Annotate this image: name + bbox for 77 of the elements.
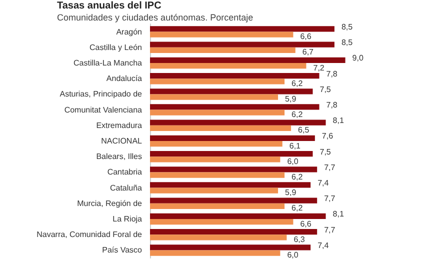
data-label: 8,5 [341, 38, 354, 48]
bar [150, 156, 280, 162]
y-tick-label: Cantabria [107, 168, 143, 177]
data-label: 6,2 [292, 172, 304, 182]
bar [150, 182, 311, 188]
data-label: 7,8 [326, 100, 338, 110]
bar [150, 198, 318, 204]
y-tick-label: Castilla y León [90, 42, 142, 52]
bar [150, 78, 285, 84]
bar [150, 32, 294, 38]
y-tick-label: Extremadura [96, 120, 143, 130]
bar [150, 94, 278, 100]
y-tick-label: Andalucía [106, 74, 143, 84]
y-tick-label: La Rioja [112, 214, 143, 224]
bar [150, 125, 292, 132]
y-tick-label: Asturias, Principado de [60, 90, 143, 99]
data-label: 5,9 [285, 188, 297, 198]
data-label: 6,1 [289, 141, 302, 150]
data-label: 6,2 [292, 204, 304, 213]
bar [150, 26, 334, 32]
data-label: 7,7 [324, 162, 336, 172]
bar [150, 166, 318, 172]
data-label: 6,3 [294, 234, 306, 244]
y-tick-label: Castilla-La Mancha [74, 58, 143, 68]
data-label: 7,4 [318, 178, 330, 188]
y-tick-label: Aragón [116, 27, 142, 36]
data-label: 6,6 [300, 219, 312, 228]
data-label: 6,0 [287, 156, 299, 166]
data-label: 8,1 [332, 116, 344, 126]
data-label: 7,2 [313, 63, 325, 72]
y-tick-label: Balears, Illes [96, 152, 142, 162]
bar [150, 57, 346, 63]
data-label: 5,9 [285, 94, 297, 104]
bar [150, 42, 334, 48]
bar [150, 63, 306, 69]
y-tick-label: NACIONAL [101, 136, 143, 146]
data-label: 8,5 [341, 22, 354, 32]
bar [150, 203, 285, 210]
data-label: 9,0 [352, 54, 364, 63]
bar [150, 172, 285, 178]
data-label: 6,5 [298, 126, 310, 135]
y-tick-label: País Vasco [102, 246, 143, 255]
y-tick-label: Murcia, Región de [77, 198, 143, 208]
bar [150, 72, 320, 79]
data-label: 6,7 [302, 48, 314, 57]
bar [150, 120, 326, 126]
bar [150, 104, 320, 110]
bar [150, 141, 282, 147]
data-label: 7,4 [318, 240, 330, 250]
y-tick-label: Cataluña [110, 183, 143, 192]
chart-subtitle: Comunidades y ciudades autónomas. Porcentaje [57, 12, 254, 22]
bar [150, 110, 285, 116]
data-label: 6,2 [292, 110, 304, 120]
bar [150, 47, 296, 54]
bar [150, 244, 311, 250]
bar [150, 219, 294, 225]
data-label: 7,7 [324, 225, 336, 234]
y-tick-label: Comunitat Valenciana [64, 105, 143, 114]
data-label: 6,0 [287, 250, 299, 260]
bar [150, 150, 313, 157]
bar [150, 188, 278, 194]
data-label: 6,2 [292, 78, 304, 88]
y-tick-label: Navarra, Comunidad Foral de [36, 230, 143, 240]
bar [150, 213, 326, 219]
data-label: 7,8 [326, 69, 338, 78]
bar [150, 234, 287, 240]
bar [150, 135, 315, 141]
data-label: 7,6 [322, 132, 334, 141]
bar [150, 88, 313, 94]
data-label: 6,6 [300, 32, 312, 42]
data-label: 7,5 [320, 84, 332, 94]
bar [150, 228, 318, 235]
data-label: 7,7 [324, 194, 336, 204]
data-label: 7,5 [320, 147, 332, 156]
bar [150, 250, 280, 256]
data-label: 8,1 [332, 210, 344, 219]
chart-title: Tasas anuales del IPC [57, 0, 162, 12]
